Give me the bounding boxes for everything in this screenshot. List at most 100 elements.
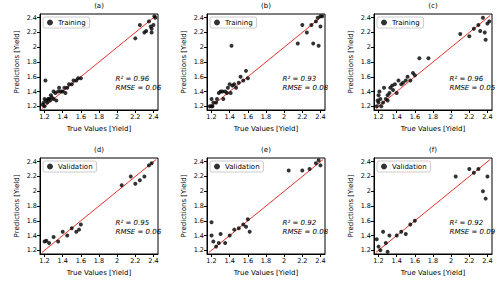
svg-text:True Values [Yield]: True Values [Yield] (66, 269, 132, 277)
svg-text:2.4: 2.4 (482, 113, 492, 121)
svg-text:Predictions [Yield]: Predictions [Yield] (13, 30, 21, 93)
svg-text:1.6: 1.6 (27, 217, 37, 225)
svg-text:RMSE = 0.06: RMSE = 0.06 (116, 84, 162, 92)
svg-text:R² = 0.92: R² = 0.92 (450, 219, 484, 227)
svg-text:1.4: 1.4 (194, 232, 204, 240)
svg-text:1.2: 1.2 (361, 246, 371, 254)
svg-text:1.2: 1.2 (194, 246, 204, 254)
svg-text:2.4: 2.4 (148, 257, 158, 265)
svg-text:(a): (a) (94, 2, 104, 10)
svg-text:1.6: 1.6 (194, 73, 204, 81)
svg-text:1.6: 1.6 (76, 113, 86, 121)
svg-text:1.4: 1.4 (225, 257, 235, 265)
svg-text:1.4: 1.4 (361, 88, 371, 96)
svg-text:True Values [Yield]: True Values [Yield] (233, 125, 299, 133)
svg-text:1.6: 1.6 (243, 257, 253, 265)
svg-text:(c): (c) (428, 2, 438, 10)
svg-text:RMSE = 0.09: RMSE = 0.09 (450, 228, 496, 236)
svg-text:2.2: 2.2 (361, 28, 371, 36)
svg-text:Predictions [Yield]: Predictions [Yield] (347, 174, 355, 237)
svg-text:(e): (e) (261, 146, 271, 154)
svg-text:R² = 0.95: R² = 0.95 (116, 219, 150, 227)
svg-text:1.6: 1.6 (76, 257, 86, 265)
svg-text:True Values [Yield]: True Values [Yield] (400, 269, 466, 277)
svg-text:1.6: 1.6 (410, 257, 420, 265)
svg-text:1.4: 1.4 (27, 88, 37, 96)
svg-text:1.8: 1.8 (361, 58, 371, 66)
svg-text:1.6: 1.6 (194, 217, 204, 225)
svg-text:True Values [Yield]: True Values [Yield] (233, 269, 299, 277)
svg-text:RMSE = 0.06: RMSE = 0.06 (116, 228, 162, 236)
svg-text:1.4: 1.4 (361, 232, 371, 240)
svg-text:R² = 0.96: R² = 0.96 (450, 75, 484, 83)
svg-text:1.8: 1.8 (261, 257, 271, 265)
svg-text:1.2: 1.2 (373, 257, 383, 265)
svg-text:Validation: Validation (225, 163, 260, 171)
svg-text:1.2: 1.2 (39, 113, 49, 121)
svg-text:1.8: 1.8 (194, 202, 204, 210)
svg-text:1.6: 1.6 (361, 217, 371, 225)
svg-text:2.2: 2.2 (130, 257, 140, 265)
svg-text:R² = 0.96: R² = 0.96 (116, 75, 150, 83)
svg-text:1.4: 1.4 (58, 113, 68, 121)
svg-text:2.2: 2.2 (27, 28, 37, 36)
svg-text:1.2: 1.2 (361, 102, 371, 110)
svg-text:R² = 0.92: R² = 0.92 (283, 219, 317, 227)
svg-text:2.2: 2.2 (130, 113, 140, 121)
svg-text:Training: Training (391, 19, 420, 27)
svg-text:1.8: 1.8 (428, 113, 438, 121)
svg-text:1.2: 1.2 (206, 257, 216, 265)
svg-text:1.2: 1.2 (27, 102, 37, 110)
svg-text:2.2: 2.2 (194, 28, 204, 36)
svg-text:(f): (f) (429, 146, 437, 154)
svg-text:2.2: 2.2 (297, 113, 307, 121)
svg-text:2.2: 2.2 (194, 172, 204, 180)
svg-text:2: 2 (200, 187, 204, 195)
svg-text:2: 2 (33, 187, 37, 195)
svg-text:1.4: 1.4 (58, 257, 68, 265)
svg-text:2: 2 (367, 43, 371, 51)
svg-text:2.2: 2.2 (297, 257, 307, 265)
svg-text:1.4: 1.4 (225, 113, 235, 121)
svg-text:2.4: 2.4 (361, 14, 371, 22)
svg-text:1.2: 1.2 (194, 102, 204, 110)
svg-text:2.4: 2.4 (27, 158, 37, 166)
svg-text:2.2: 2.2 (361, 172, 371, 180)
svg-text:2.2: 2.2 (464, 257, 474, 265)
svg-text:1.8: 1.8 (94, 257, 104, 265)
svg-text:1.6: 1.6 (243, 113, 253, 121)
svg-text:2: 2 (449, 113, 453, 121)
svg-text:2: 2 (115, 113, 119, 121)
svg-text:1.4: 1.4 (27, 232, 37, 240)
svg-text:2: 2 (200, 43, 204, 51)
svg-text:2.4: 2.4 (27, 14, 37, 22)
svg-text:2.4: 2.4 (361, 158, 371, 166)
svg-text:2.4: 2.4 (482, 257, 492, 265)
svg-text:2.4: 2.4 (194, 158, 204, 166)
svg-text:1.2: 1.2 (39, 257, 49, 265)
svg-text:1.2: 1.2 (206, 113, 216, 121)
svg-text:Training: Training (224, 19, 253, 27)
svg-text:1.8: 1.8 (27, 202, 37, 210)
svg-text:1.6: 1.6 (27, 73, 37, 81)
svg-text:1.8: 1.8 (361, 202, 371, 210)
svg-text:2: 2 (449, 257, 453, 265)
svg-text:True Values [Yield]: True Values [Yield] (400, 125, 466, 133)
svg-text:1.8: 1.8 (428, 257, 438, 265)
svg-text:(d): (d) (94, 146, 104, 154)
svg-text:2.2: 2.2 (27, 172, 37, 180)
svg-text:RMSE = 0.08: RMSE = 0.08 (283, 228, 329, 236)
svg-text:2.4: 2.4 (194, 14, 204, 22)
svg-text:R² = 0.93: R² = 0.93 (283, 75, 317, 83)
svg-text:2.4: 2.4 (315, 257, 325, 265)
svg-text:1.8: 1.8 (194, 58, 204, 66)
svg-text:Predictions [Yield]: Predictions [Yield] (180, 174, 188, 237)
svg-text:1.8: 1.8 (27, 58, 37, 66)
svg-text:2.4: 2.4 (148, 113, 158, 121)
svg-text:1.8: 1.8 (261, 113, 271, 121)
svg-text:RMSE = 0.08: RMSE = 0.08 (283, 84, 329, 92)
svg-text:2: 2 (367, 187, 371, 195)
svg-text:1.2: 1.2 (373, 113, 383, 121)
svg-text:Predictions [Yield]: Predictions [Yield] (180, 30, 188, 93)
svg-text:1.4: 1.4 (194, 88, 204, 96)
